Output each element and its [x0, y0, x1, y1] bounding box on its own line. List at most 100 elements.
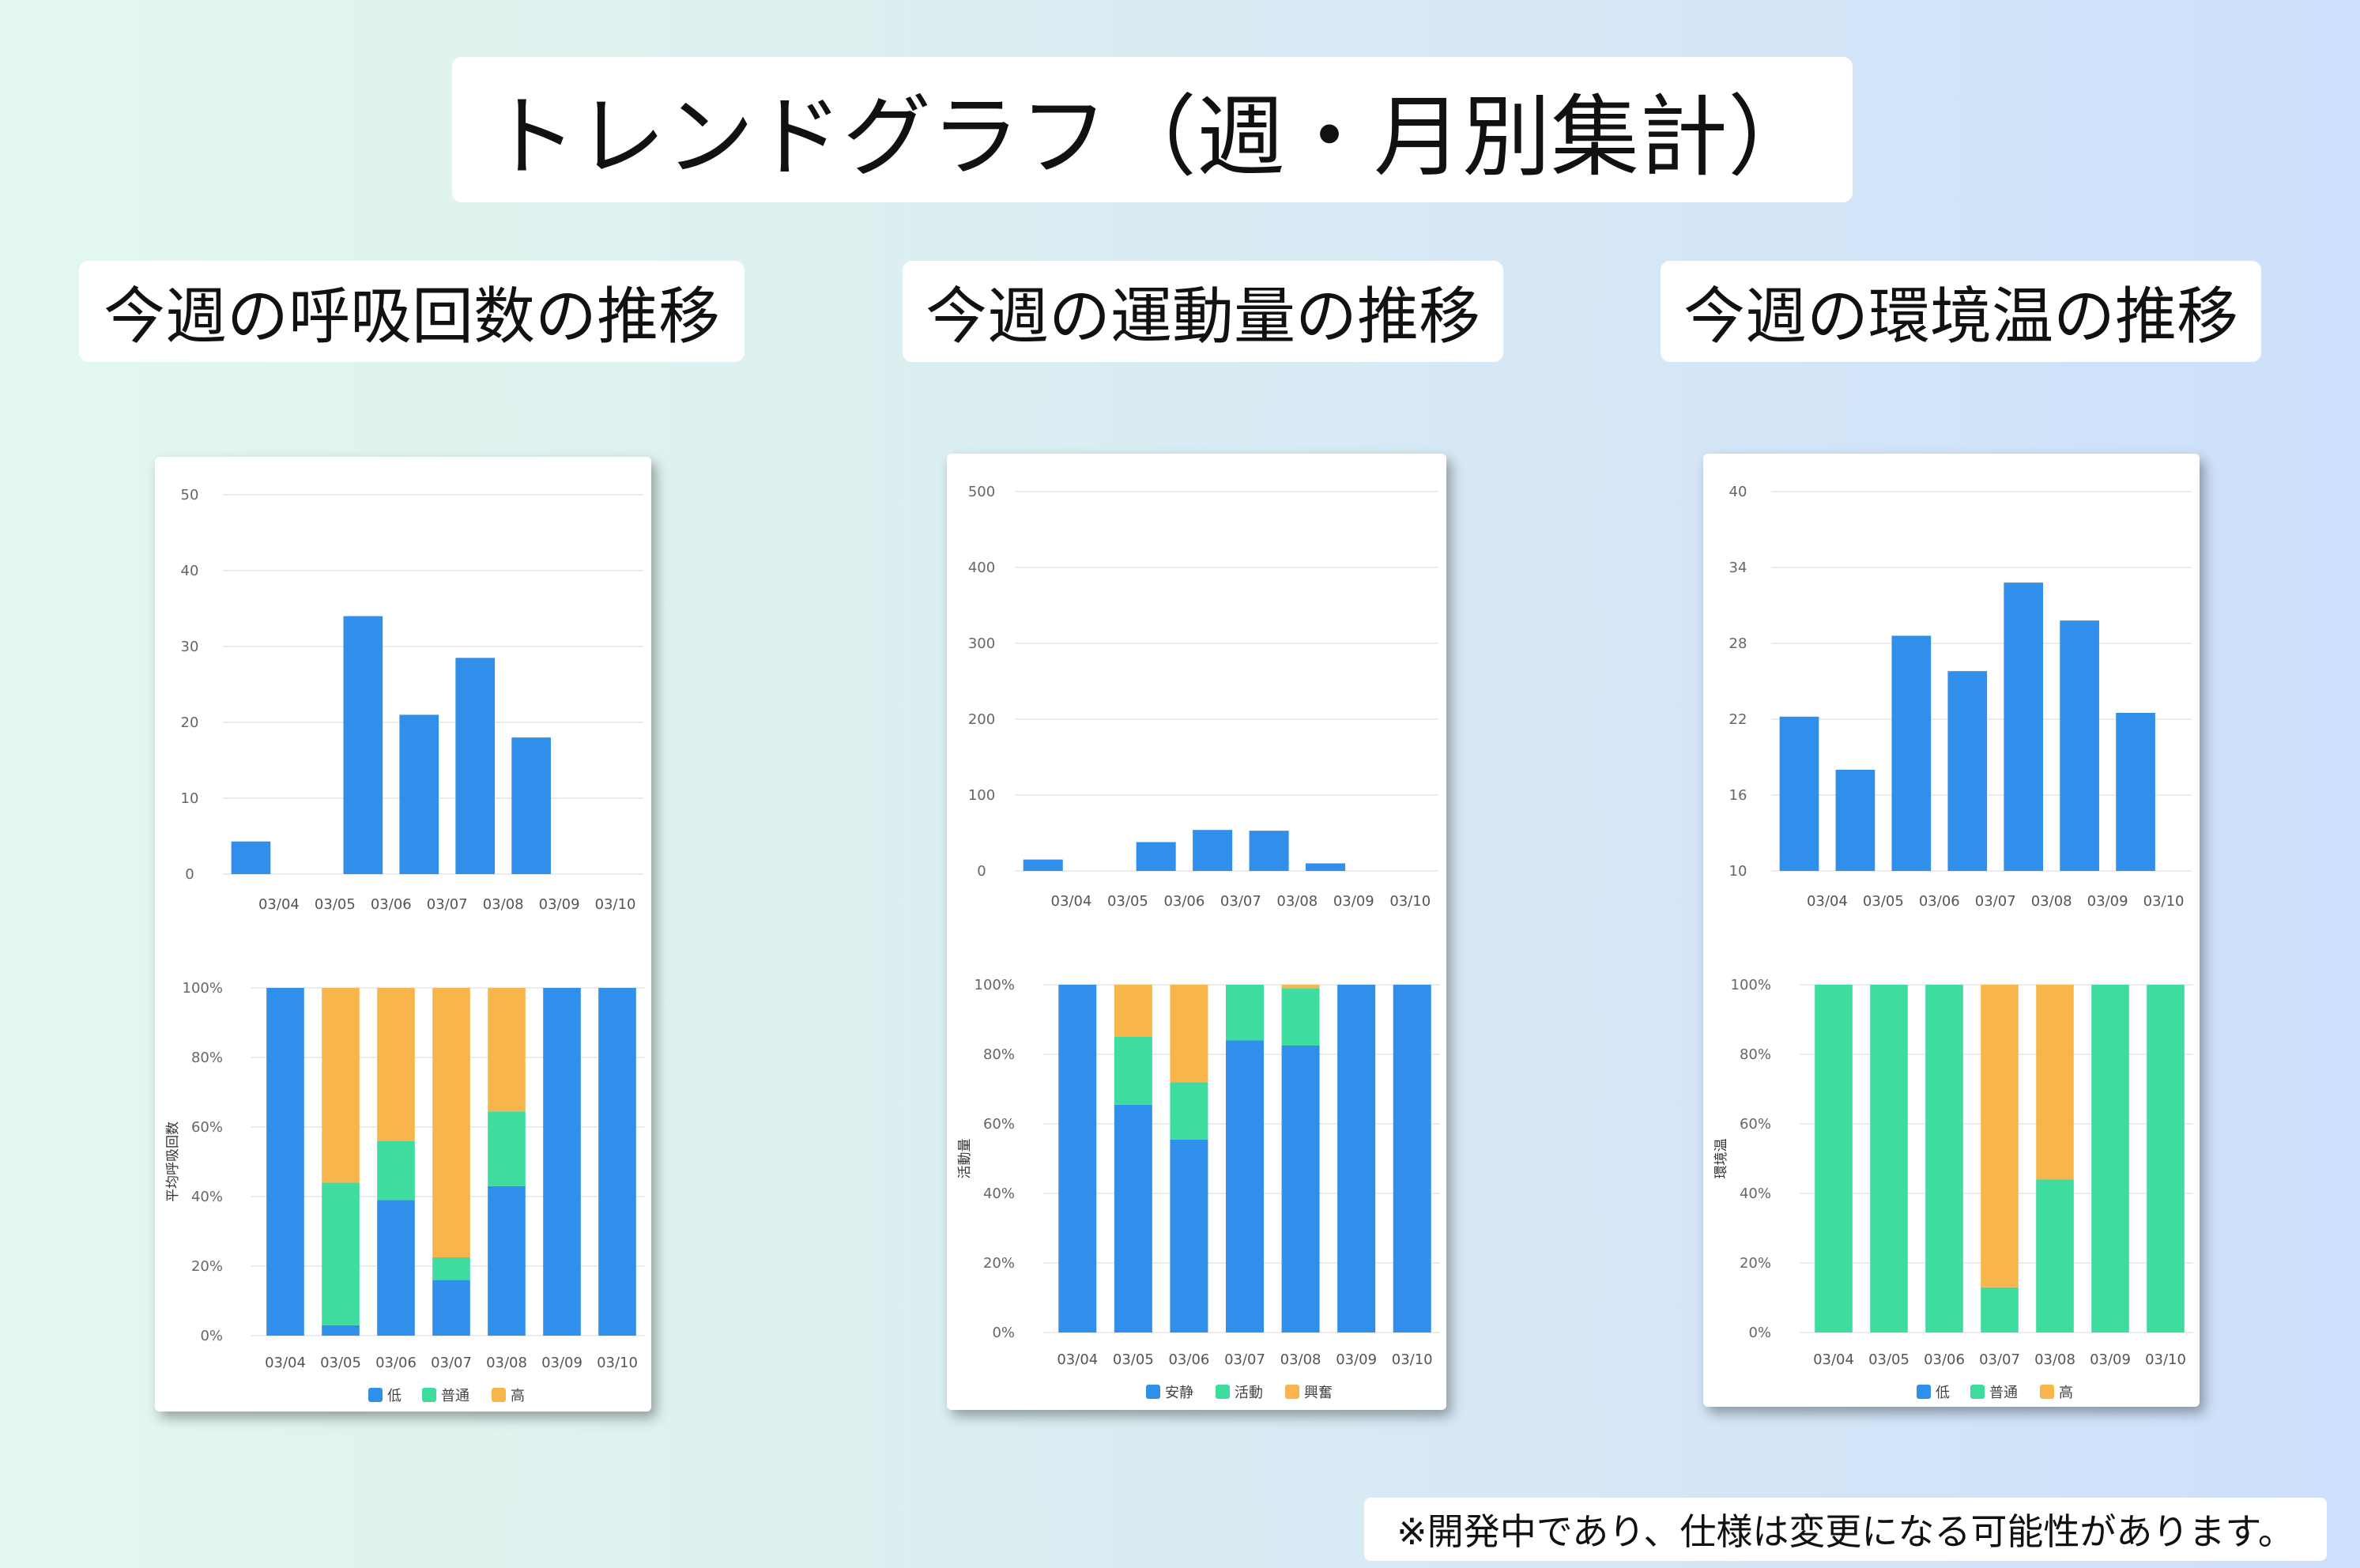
x-tick-label: 03/06: [375, 1355, 417, 1371]
stack-03/08-活動: [1281, 988, 1320, 1046]
y-tick-label: 200: [968, 711, 995, 728]
bar-03/04: [1023, 859, 1063, 871]
x-tick-label: 03/07: [1224, 1351, 1265, 1368]
bottom-stacked-chart: 0% 20% 40% 60% 80% 100% 環境温 03/04 03/05 03/06 03/0…: [1713, 977, 2193, 1401]
y-axis-label: 平均呼吸回数: [165, 1121, 181, 1202]
section-heading-temperature: 今週の環境温の推移: [1661, 261, 2261, 362]
x-tick-label: 03/08: [483, 896, 524, 913]
stack-03/06-活動: [1170, 1082, 1208, 1140]
x-tick-label: 03/09: [2087, 893, 2128, 910]
bar-03/05: [1835, 770, 1876, 871]
y-tick-label: 80%: [1740, 1046, 1771, 1063]
bar-03/06: [1891, 635, 1932, 871]
x-tick-label: 03/05: [1113, 1351, 1154, 1368]
stack-03/05-低: [322, 1325, 360, 1336]
x-tick-label: 03/09: [539, 896, 580, 913]
y-tick-label: 22: [1729, 711, 1747, 728]
x-tick-label: 03/09: [2090, 1351, 2131, 1368]
y-tick-label: 60%: [191, 1119, 223, 1136]
stack-03/05-高: [322, 988, 360, 1183]
y-tick-label: 100: [968, 787, 995, 804]
legend-label: 高: [511, 1388, 525, 1404]
legend-label: 低: [387, 1388, 402, 1404]
bar-03/07: [399, 714, 439, 874]
stack-03/07-普通: [432, 1257, 470, 1280]
chart-card-temperature: 10 16 22 28 34 40 03/04 03/05 03/06 03/07 03/08 03/…: [1703, 454, 2200, 1407]
legend-label: 高: [2059, 1385, 2073, 1401]
stack-03/08-高: [2036, 985, 2074, 1180]
y-tick-label: 34: [1729, 560, 1747, 576]
x-tick-label: 03/10: [1389, 893, 1431, 910]
legend-label: 普通: [1989, 1385, 2018, 1401]
x-tick-label: 03/07: [1975, 893, 2016, 910]
x-tick-label: 03/05: [1863, 893, 1904, 910]
top-bar-chart: 0 100 200 300 400 500 03/04 03/05 03/06 03/07 03/0…: [968, 484, 1438, 910]
y-tick-label: 60%: [1740, 1116, 1771, 1133]
top-bar-chart: 10 16 22 28 34 40 03/04 03/05 03/06 03/07 03/08 03/…: [1729, 484, 2192, 910]
bar-03/04: [231, 841, 271, 874]
y-tick-label: 0: [977, 863, 986, 880]
stack-03/04-低: [266, 988, 304, 1336]
stack-03/09-低: [543, 988, 581, 1336]
y-tick-label: 28: [1729, 635, 1747, 652]
top-bar-chart: 0 10 20 30 40 50 03/04 03/05 03/06 03/07 03/08 03/0…: [181, 487, 643, 913]
x-tick-label: 03/08: [2031, 893, 2072, 910]
x-tick-label: 03/04: [1051, 893, 1092, 910]
stack-03/05-興奮: [1114, 985, 1152, 1037]
y-tick-label: 300: [968, 635, 995, 652]
bar-03/09: [511, 737, 551, 874]
bar-03/06: [343, 616, 383, 874]
x-tick-label: 03/10: [2143, 893, 2185, 910]
stack-03/10-低: [598, 988, 636, 1336]
legend-swatch: [1917, 1385, 1931, 1399]
x-tick-label: 03/06: [1163, 893, 1205, 910]
x-tick-label: 03/08: [1280, 1351, 1321, 1368]
y-tick-label: 500: [968, 484, 995, 500]
bar-03/09: [1306, 863, 1346, 871]
stack-03/05-安静: [1114, 1104, 1152, 1332]
stack-03/07-低: [432, 1280, 470, 1336]
x-tick-label: 03/06: [1924, 1351, 1965, 1368]
x-tick-label: 03/10: [2145, 1351, 2186, 1368]
stack-03/10-安静: [1393, 985, 1431, 1332]
y-tick-label: 40%: [983, 1185, 1015, 1202]
section-heading-respiration: 今週の呼吸回数の推移: [79, 261, 745, 362]
y-axis-label: 環境温: [1713, 1139, 1729, 1179]
x-tick-label: 03/08: [2034, 1351, 2075, 1368]
stack-03/08-興奮: [1281, 985, 1320, 989]
stack-03/08-高: [488, 988, 526, 1112]
legend-swatch: [1216, 1385, 1230, 1399]
y-tick-label: 20: [181, 714, 199, 731]
legend-label: 低: [1936, 1385, 1950, 1401]
legend-label: 普通: [441, 1388, 469, 1404]
stack-03/06-興奮: [1170, 985, 1208, 1083]
stack-03/07-高: [432, 988, 470, 1257]
bar-03/07: [1947, 671, 1988, 871]
stack-03/07-安静: [1226, 1040, 1264, 1332]
x-tick-label: 03/09: [541, 1355, 582, 1371]
stack-03/06-高: [377, 988, 415, 1141]
x-tick-label: 03/06: [371, 896, 412, 913]
y-tick-label: 60%: [983, 1116, 1015, 1133]
x-tick-label: 03/07: [427, 896, 468, 913]
stack-03/05-普通: [322, 1182, 360, 1325]
x-tick-label: 03/07: [1220, 893, 1261, 910]
legend-swatch: [422, 1388, 436, 1402]
footnote: ※開発中であり、仕様は変更になる可能性があります。: [1364, 1498, 2327, 1561]
bar-03/04: [1779, 716, 1819, 871]
bar-03/10: [2116, 713, 2155, 871]
page-title: トレンドグラフ（週・月別集計）: [452, 57, 1853, 202]
x-tick-label: 03/07: [431, 1355, 472, 1371]
legend-swatch: [1146, 1385, 1160, 1399]
bar-03/09: [2060, 620, 2099, 871]
bottom-stacked-chart: 0% 20% 40% 60% 80% 100% 活動量 03/04 03/05 03/06 03/0…: [957, 977, 1440, 1401]
x-tick-label: 03/05: [1107, 893, 1148, 910]
stack-03/05-活動: [1114, 1037, 1152, 1105]
legend-swatch: [1970, 1385, 1985, 1399]
stack-03/05-普通: [1870, 985, 1908, 1332]
stack-03/06-普通: [1925, 985, 1963, 1332]
y-tick-label: 50: [181, 487, 199, 503]
y-tick-label: 40: [1729, 484, 1747, 500]
y-tick-label: 40%: [191, 1189, 223, 1205]
stack-03/04-安静: [1058, 985, 1097, 1332]
